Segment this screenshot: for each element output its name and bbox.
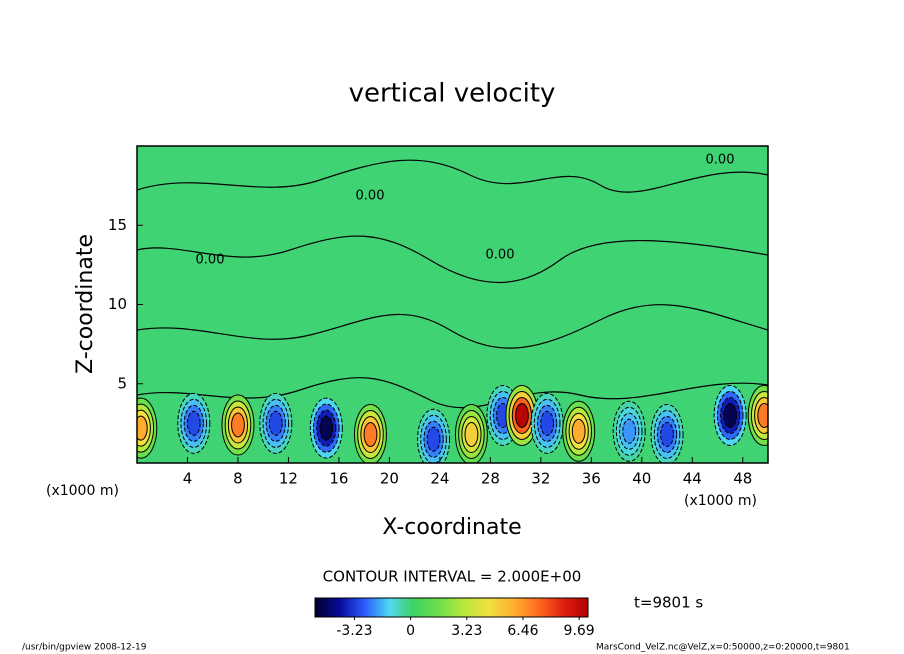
- x-tick-label: 20: [380, 470, 399, 488]
- extremum-cell: [268, 410, 283, 436]
- x-unit: (x1000 m): [46, 483, 119, 499]
- extremum-cell: [363, 421, 378, 447]
- x-tick-label: 28: [481, 470, 500, 488]
- contour-line: [137, 159, 768, 193]
- x-tick-label: 40: [632, 470, 651, 488]
- plot-area: 0.00 0.00 0.00 0.00: [137, 146, 768, 463]
- contour-label: 0.00: [196, 253, 225, 268]
- y-tick-label: 10: [108, 295, 127, 313]
- x-tick-label: 12: [279, 470, 298, 488]
- extremum-cell: [231, 412, 245, 438]
- contour-line: [137, 235, 768, 283]
- extremum-cell: [571, 418, 586, 444]
- footer-left: /usr/bin/gpview 2008-12-19: [22, 643, 147, 653]
- extremum-cell: [426, 426, 441, 452]
- extremum-cell: [622, 418, 637, 444]
- contour-interval: CONTOUR INTERVAL = 2.000E+00: [323, 568, 582, 586]
- colorbar-tick-label: 9.69: [564, 623, 595, 639]
- colorbar-tick-label: 6.46: [507, 623, 538, 639]
- colorbar-tick-label: 3.23: [451, 623, 482, 639]
- extremum-cell: [137, 415, 148, 441]
- x-tick-label: 32: [531, 470, 550, 488]
- y-tick-label: 5: [117, 374, 127, 392]
- contour-label: 0.00: [356, 189, 385, 204]
- y-axis-title: Z-coordinate: [73, 234, 98, 374]
- colorbar: [314, 597, 589, 618]
- footer-right: MarsCond_VelZ.nc@VelZ,x=0:50000,z=0:2000…: [596, 643, 850, 653]
- x-tick-label: 16: [329, 470, 348, 488]
- chart-title: vertical velocity: [349, 79, 556, 109]
- contour-label: 0.00: [486, 248, 515, 263]
- x-tick-label: 44: [683, 470, 702, 488]
- y-tick-label: 15: [108, 216, 127, 234]
- x-tick-label: 48: [733, 470, 752, 488]
- extremum-cell: [757, 402, 768, 428]
- colorbar-tick-label: 0: [406, 623, 415, 639]
- colorbar-tick-label: -3.23: [336, 623, 372, 639]
- extremum-cell: [723, 402, 738, 428]
- extremum-cell: [660, 421, 674, 447]
- x-axis-title: X-coordinate: [382, 515, 521, 540]
- extremum-cell: [464, 421, 479, 447]
- x-tick-label: 24: [430, 470, 449, 488]
- x-tick-label: 36: [582, 470, 601, 488]
- x-tick-label: 4: [183, 470, 193, 488]
- contour-line: [137, 304, 768, 349]
- extremum-cell: [515, 402, 529, 428]
- x-tick-label: 8: [233, 470, 243, 488]
- contour-label: 0.00: [706, 153, 735, 168]
- time-label: t=9801 s: [634, 594, 703, 612]
- extremum-cell: [186, 410, 201, 436]
- x-unit: (x1000 m): [684, 493, 757, 509]
- extremum-cell: [540, 410, 555, 436]
- extremum-cell: [319, 415, 334, 441]
